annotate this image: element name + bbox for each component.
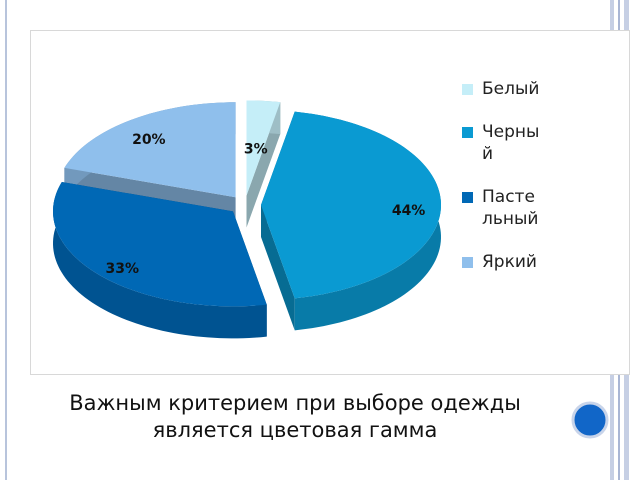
legend-swatch	[462, 192, 473, 203]
slice-wall	[53, 181, 267, 339]
data-label: 44%	[392, 203, 426, 219]
legend-label: Яркий	[482, 252, 537, 272]
legend-label: Пастельный	[482, 187, 539, 229]
legend-swatch	[462, 127, 473, 138]
pie-slice	[261, 111, 441, 299]
pie-slice	[53, 181, 267, 307]
slice-side	[261, 205, 295, 331]
pie-slice	[64, 102, 236, 198]
legend-entry: Белый	[462, 78, 542, 100]
legend-label: Черный	[482, 122, 540, 164]
data-label: 3%	[244, 141, 268, 157]
data-label: 20%	[132, 132, 166, 148]
legend-entry: Яркий	[462, 251, 542, 273]
legend-swatch	[462, 84, 473, 95]
pie: 3% 44% 33% 20%	[53, 100, 441, 339]
slice-side	[246, 102, 281, 228]
caption: Важным критерием при выборе одежды являе…	[69, 391, 521, 442]
pie-slice	[246, 100, 281, 196]
legend-swatch	[462, 257, 473, 268]
legend: Белый Черный Пастельный Яркий	[462, 78, 542, 294]
legend-entry: Черный	[462, 121, 542, 165]
slide-button	[571, 401, 609, 439]
legend-label: Белый	[482, 79, 540, 99]
legend-entry: Пастельный	[462, 186, 542, 230]
data-label: 33%	[106, 261, 140, 277]
